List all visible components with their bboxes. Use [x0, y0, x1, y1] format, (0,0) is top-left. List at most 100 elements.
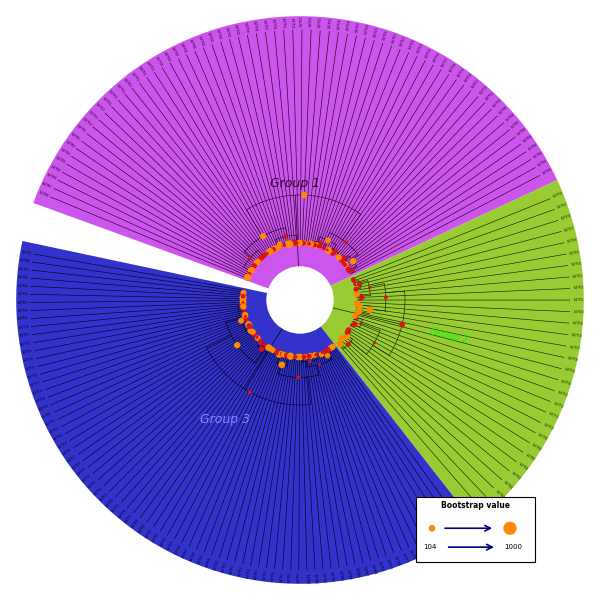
Text: TaSTP45: TaSTP45	[182, 548, 190, 559]
Point	[252, 332, 262, 342]
Point	[304, 352, 314, 361]
Text: TaSTP12: TaSTP12	[478, 85, 488, 96]
Text: TaSTP19: TaSTP19	[425, 48, 433, 59]
Point	[259, 251, 269, 261]
Point	[326, 343, 335, 353]
Text: TaSTP23: TaSTP23	[572, 274, 583, 279]
Text: TaSTP50: TaSTP50	[146, 60, 155, 71]
Text: TaSTP28: TaSTP28	[560, 215, 571, 221]
Point	[245, 388, 254, 397]
Text: TaSTP29: TaSTP29	[76, 467, 87, 477]
Point	[349, 256, 358, 266]
Text: TaSTP45: TaSTP45	[188, 38, 196, 49]
Point	[272, 243, 282, 253]
Text: TaSTP17: TaSTP17	[569, 344, 580, 350]
Text: TaSTP35: TaSTP35	[281, 17, 286, 28]
Point	[352, 299, 362, 308]
Text: TaSTP10: TaSTP10	[492, 98, 502, 109]
Text: TaSTP16: TaSTP16	[27, 373, 38, 380]
Point	[237, 301, 247, 310]
Text: TaSTP15: TaSTP15	[25, 365, 36, 371]
Point	[324, 246, 334, 256]
Point	[338, 257, 347, 267]
Point	[272, 347, 282, 357]
Point	[247, 266, 256, 275]
Text: TaSTP43: TaSTP43	[206, 31, 213, 43]
Text: TaSTP65: TaSTP65	[346, 568, 352, 580]
Point	[349, 277, 359, 287]
Text: TaSTP21: TaSTP21	[408, 40, 416, 51]
Text: TaSTP76: TaSTP76	[430, 538, 439, 549]
Point	[236, 316, 246, 326]
Point	[329, 249, 338, 259]
Text: Group 2: Group 2	[428, 326, 469, 345]
Text: TaSTP20: TaSTP20	[38, 404, 49, 412]
Point	[238, 298, 248, 308]
Text: TaSTP02: TaSTP02	[19, 258, 30, 263]
Text: TaSTP01: TaSTP01	[20, 250, 31, 256]
Point	[266, 344, 276, 354]
Point	[294, 373, 304, 382]
Point	[269, 245, 278, 254]
Point	[238, 293, 248, 303]
Text: TaSTP04: TaSTP04	[17, 275, 28, 280]
Text: TaSTP29: TaSTP29	[557, 203, 568, 211]
Point	[300, 352, 310, 362]
Point	[244, 320, 254, 330]
Text: TaSTP05: TaSTP05	[522, 135, 533, 144]
Point	[338, 332, 348, 342]
Text: TaSTP13: TaSTP13	[471, 79, 481, 90]
Point	[282, 351, 292, 361]
Text: TaSTP75: TaSTP75	[423, 542, 431, 553]
Text: TaSTP36: TaSTP36	[271, 18, 276, 28]
Text: TaSTP52: TaSTP52	[130, 71, 139, 82]
Point	[344, 266, 354, 275]
Point	[331, 246, 340, 256]
Text: TaSTP80: TaSTP80	[458, 520, 467, 531]
Text: TaSTP70: TaSTP70	[385, 558, 392, 569]
Point	[281, 232, 290, 241]
Point	[240, 309, 250, 319]
Text: TaSTP46: TaSTP46	[190, 551, 197, 562]
Point	[248, 327, 257, 337]
Text: TaSTP24: TaSTP24	[571, 262, 581, 267]
Point	[305, 351, 315, 361]
Point	[305, 356, 314, 366]
Point	[356, 319, 366, 328]
Text: TaSTP63: TaSTP63	[329, 571, 335, 582]
Text: TaSTP01: TaSTP01	[541, 167, 553, 176]
Text: TaSTP11: TaSTP11	[19, 333, 29, 338]
Text: TaSTP62: TaSTP62	[64, 139, 75, 149]
Point	[238, 292, 248, 301]
Text: TaSTP14: TaSTP14	[23, 357, 34, 364]
Point	[325, 344, 335, 353]
Point	[251, 332, 261, 341]
Point	[343, 326, 353, 336]
Wedge shape	[34, 16, 557, 289]
Point	[316, 242, 325, 251]
Point	[286, 352, 295, 361]
Point	[244, 321, 254, 331]
Text: TaSTP20: TaSTP20	[416, 44, 425, 55]
Point	[381, 292, 391, 302]
Text: TaSTP18: TaSTP18	[32, 389, 43, 396]
Point	[311, 241, 320, 250]
Point	[339, 253, 349, 263]
Text: TaSTP16: TaSTP16	[449, 62, 458, 73]
Text: TaSTP28: TaSTP28	[71, 461, 82, 470]
Text: TaSTP25: TaSTP25	[569, 250, 580, 256]
Point	[299, 238, 308, 248]
Point	[238, 290, 248, 299]
Point	[296, 238, 306, 248]
Text: TaSTP74: TaSTP74	[416, 545, 424, 557]
Point	[241, 312, 250, 322]
Point	[348, 265, 358, 275]
Text: TaSTP39: TaSTP39	[243, 22, 249, 32]
Point	[293, 352, 303, 362]
Text: TaSTP32: TaSTP32	[309, 17, 314, 28]
Point	[253, 257, 263, 266]
Text: TaSTP57: TaSTP57	[94, 103, 104, 112]
Point	[324, 344, 334, 354]
Text: TaSTP46: TaSTP46	[179, 42, 187, 53]
Point	[268, 345, 278, 355]
